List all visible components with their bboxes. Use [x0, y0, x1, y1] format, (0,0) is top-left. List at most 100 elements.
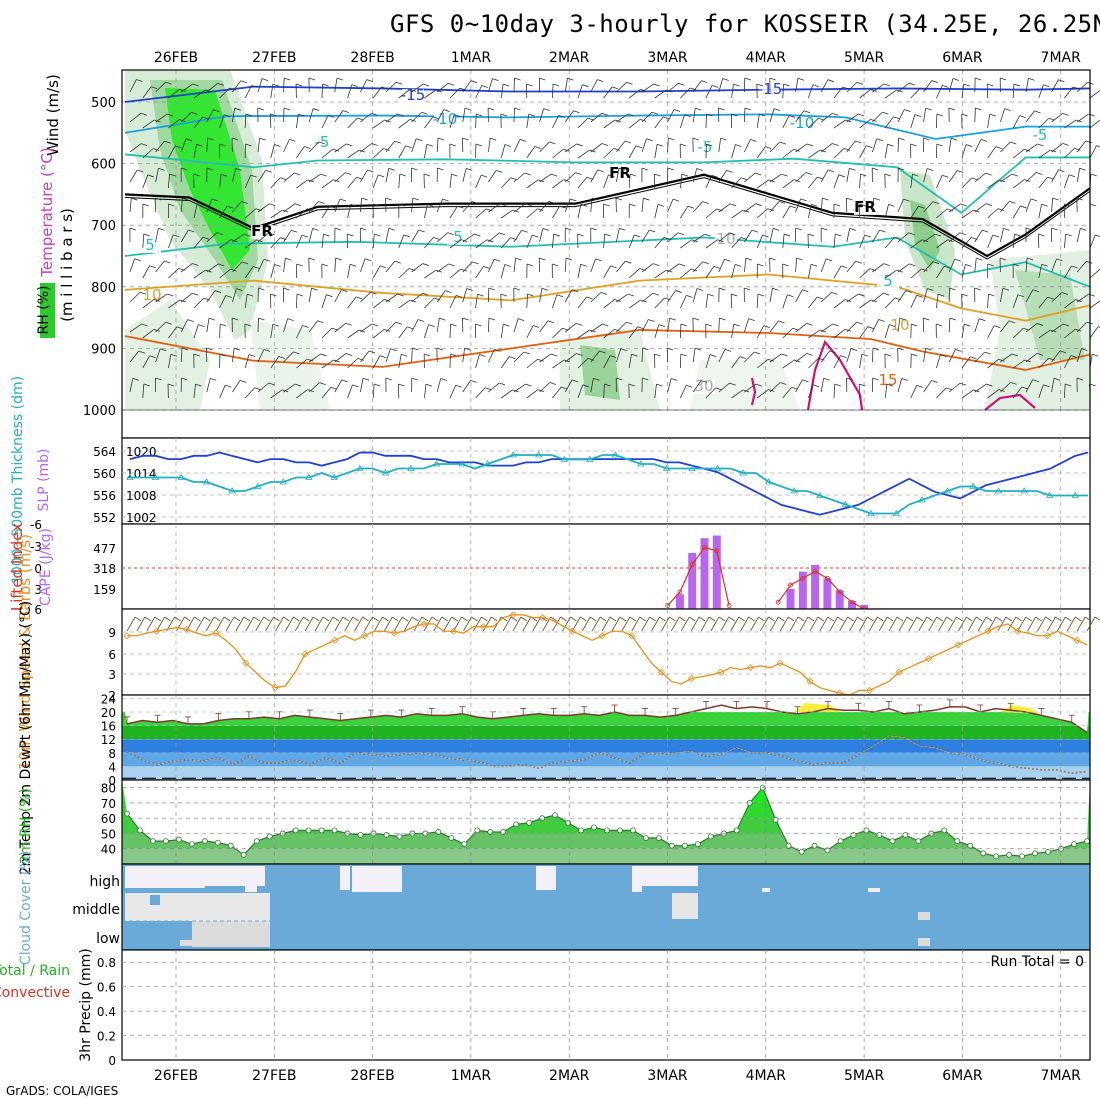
wind-speed-marker — [687, 675, 695, 683]
wind-barb-flag — [680, 353, 687, 357]
wind-barb — [244, 208, 256, 219]
wind-barb-flag — [1065, 383, 1072, 387]
wind-barb — [718, 317, 720, 333]
wind-barb-10m-flag — [659, 616, 666, 622]
wind-barb-flag — [360, 227, 367, 231]
wind-barb-flag — [548, 201, 555, 204]
wind-barb — [1064, 234, 1067, 249]
wind-barb-10m — [809, 616, 819, 632]
wind-barb-flag — [949, 287, 956, 291]
wind-barb-10m — [670, 616, 680, 632]
wind-barb-flag — [374, 383, 381, 387]
rh2m-point — [305, 827, 312, 834]
wind-barb-flag — [768, 358, 775, 362]
temp-tick: 4 — [108, 760, 116, 774]
cloud-middle-label: middle — [72, 902, 120, 918]
wind-barb-flag — [817, 176, 824, 180]
wind-barb — [142, 384, 145, 399]
wind-barb-flag — [155, 377, 162, 381]
wind-barb — [948, 258, 956, 273]
wind-barb — [424, 269, 437, 279]
wind-barb — [308, 320, 318, 333]
wind-barb-flag — [782, 263, 789, 267]
wind-barb — [142, 355, 150, 369]
wind-barb — [628, 268, 640, 279]
wind-barb-10m — [512, 616, 522, 632]
wind-barb — [808, 329, 821, 339]
wind-barb — [180, 83, 193, 93]
wind-barb — [948, 317, 951, 333]
wind-barb-10m-flag — [916, 616, 924, 622]
wind-barb-flag — [245, 113, 252, 117]
wind-barb — [347, 384, 353, 399]
wind-barb — [475, 387, 486, 399]
wind-barb — [552, 294, 558, 309]
cloud-clear-block — [632, 866, 698, 886]
rh2m-point — [643, 835, 649, 841]
wind-barb-10m — [651, 616, 660, 632]
contour-label-bg — [141, 289, 163, 303]
wind-barb — [795, 323, 807, 333]
wind-barb — [347, 149, 360, 159]
wind-barb — [424, 297, 435, 309]
rh2m-point — [1071, 841, 1077, 848]
rh-tick: 40 — [101, 843, 116, 857]
wind-barb — [590, 258, 596, 273]
wind-barb-flag — [911, 353, 918, 357]
wind-barb-10m — [186, 616, 195, 632]
thickness-marker — [892, 509, 901, 516]
wind-barb — [129, 323, 142, 333]
wind-barb-10m — [324, 616, 334, 632]
contour-label-bg — [889, 319, 911, 333]
wind-barb — [731, 264, 736, 279]
wind-barb-flag — [653, 263, 660, 266]
wind-barb — [155, 81, 166, 93]
wind-speed-marker — [895, 668, 903, 676]
wind-barb — [462, 108, 466, 123]
panel-frame-precip — [121, 949, 1091, 1061]
wind-barb-flag — [302, 325, 309, 328]
wind-barb-flag — [339, 198, 347, 202]
wind-barb — [129, 143, 142, 153]
wind-barb-flag — [167, 383, 175, 387]
wind-barb — [206, 263, 219, 273]
wind-barb-10m-flag — [491, 616, 498, 622]
rh2m-point — [694, 841, 701, 848]
wind-barb-10m-flag — [382, 616, 389, 622]
wind-barb-flag — [261, 78, 269, 81]
wind-barb-flag — [729, 382, 736, 386]
wind-barb-flag — [206, 167, 214, 171]
wind-barb — [1025, 78, 1029, 93]
wind-barb-10m — [344, 616, 354, 632]
wind-barb-flag — [856, 81, 864, 85]
wind-barb-flag — [1036, 352, 1044, 356]
wind-barb-10m-flag — [421, 616, 429, 622]
wind-barb-flag — [789, 205, 797, 209]
wind-barb-flag — [241, 201, 248, 204]
wind-barb-10m — [364, 616, 373, 632]
wind-barb — [808, 264, 812, 279]
cape-bar — [798, 571, 807, 609]
wind-barb-10m-flag — [134, 616, 142, 622]
wind-barb-flag — [1047, 296, 1054, 300]
wind-barb — [283, 351, 294, 363]
wind-barb-10m — [502, 616, 512, 632]
wind-barb — [756, 146, 766, 159]
wind-barb-flag — [341, 379, 348, 383]
wind-barb-10m-flag — [629, 616, 637, 622]
wind-barb-flag — [356, 296, 363, 300]
wind-barb-10m — [918, 616, 928, 632]
wind-barb — [564, 258, 567, 273]
wind-barb-flag — [806, 323, 813, 326]
wind-barb-flag — [423, 173, 431, 177]
wind-barb-flag — [1047, 176, 1054, 180]
wind-barb-flag — [550, 353, 558, 357]
wind-barb-flag — [399, 173, 406, 177]
wind-barb — [846, 321, 857, 333]
rh-shading — [580, 345, 620, 400]
wind-barb-flag — [642, 377, 649, 381]
wind-barb-flag — [680, 143, 687, 147]
wind-barb — [283, 203, 296, 213]
wind-barb — [884, 116, 894, 129]
wind-barb-flag — [460, 268, 467, 272]
